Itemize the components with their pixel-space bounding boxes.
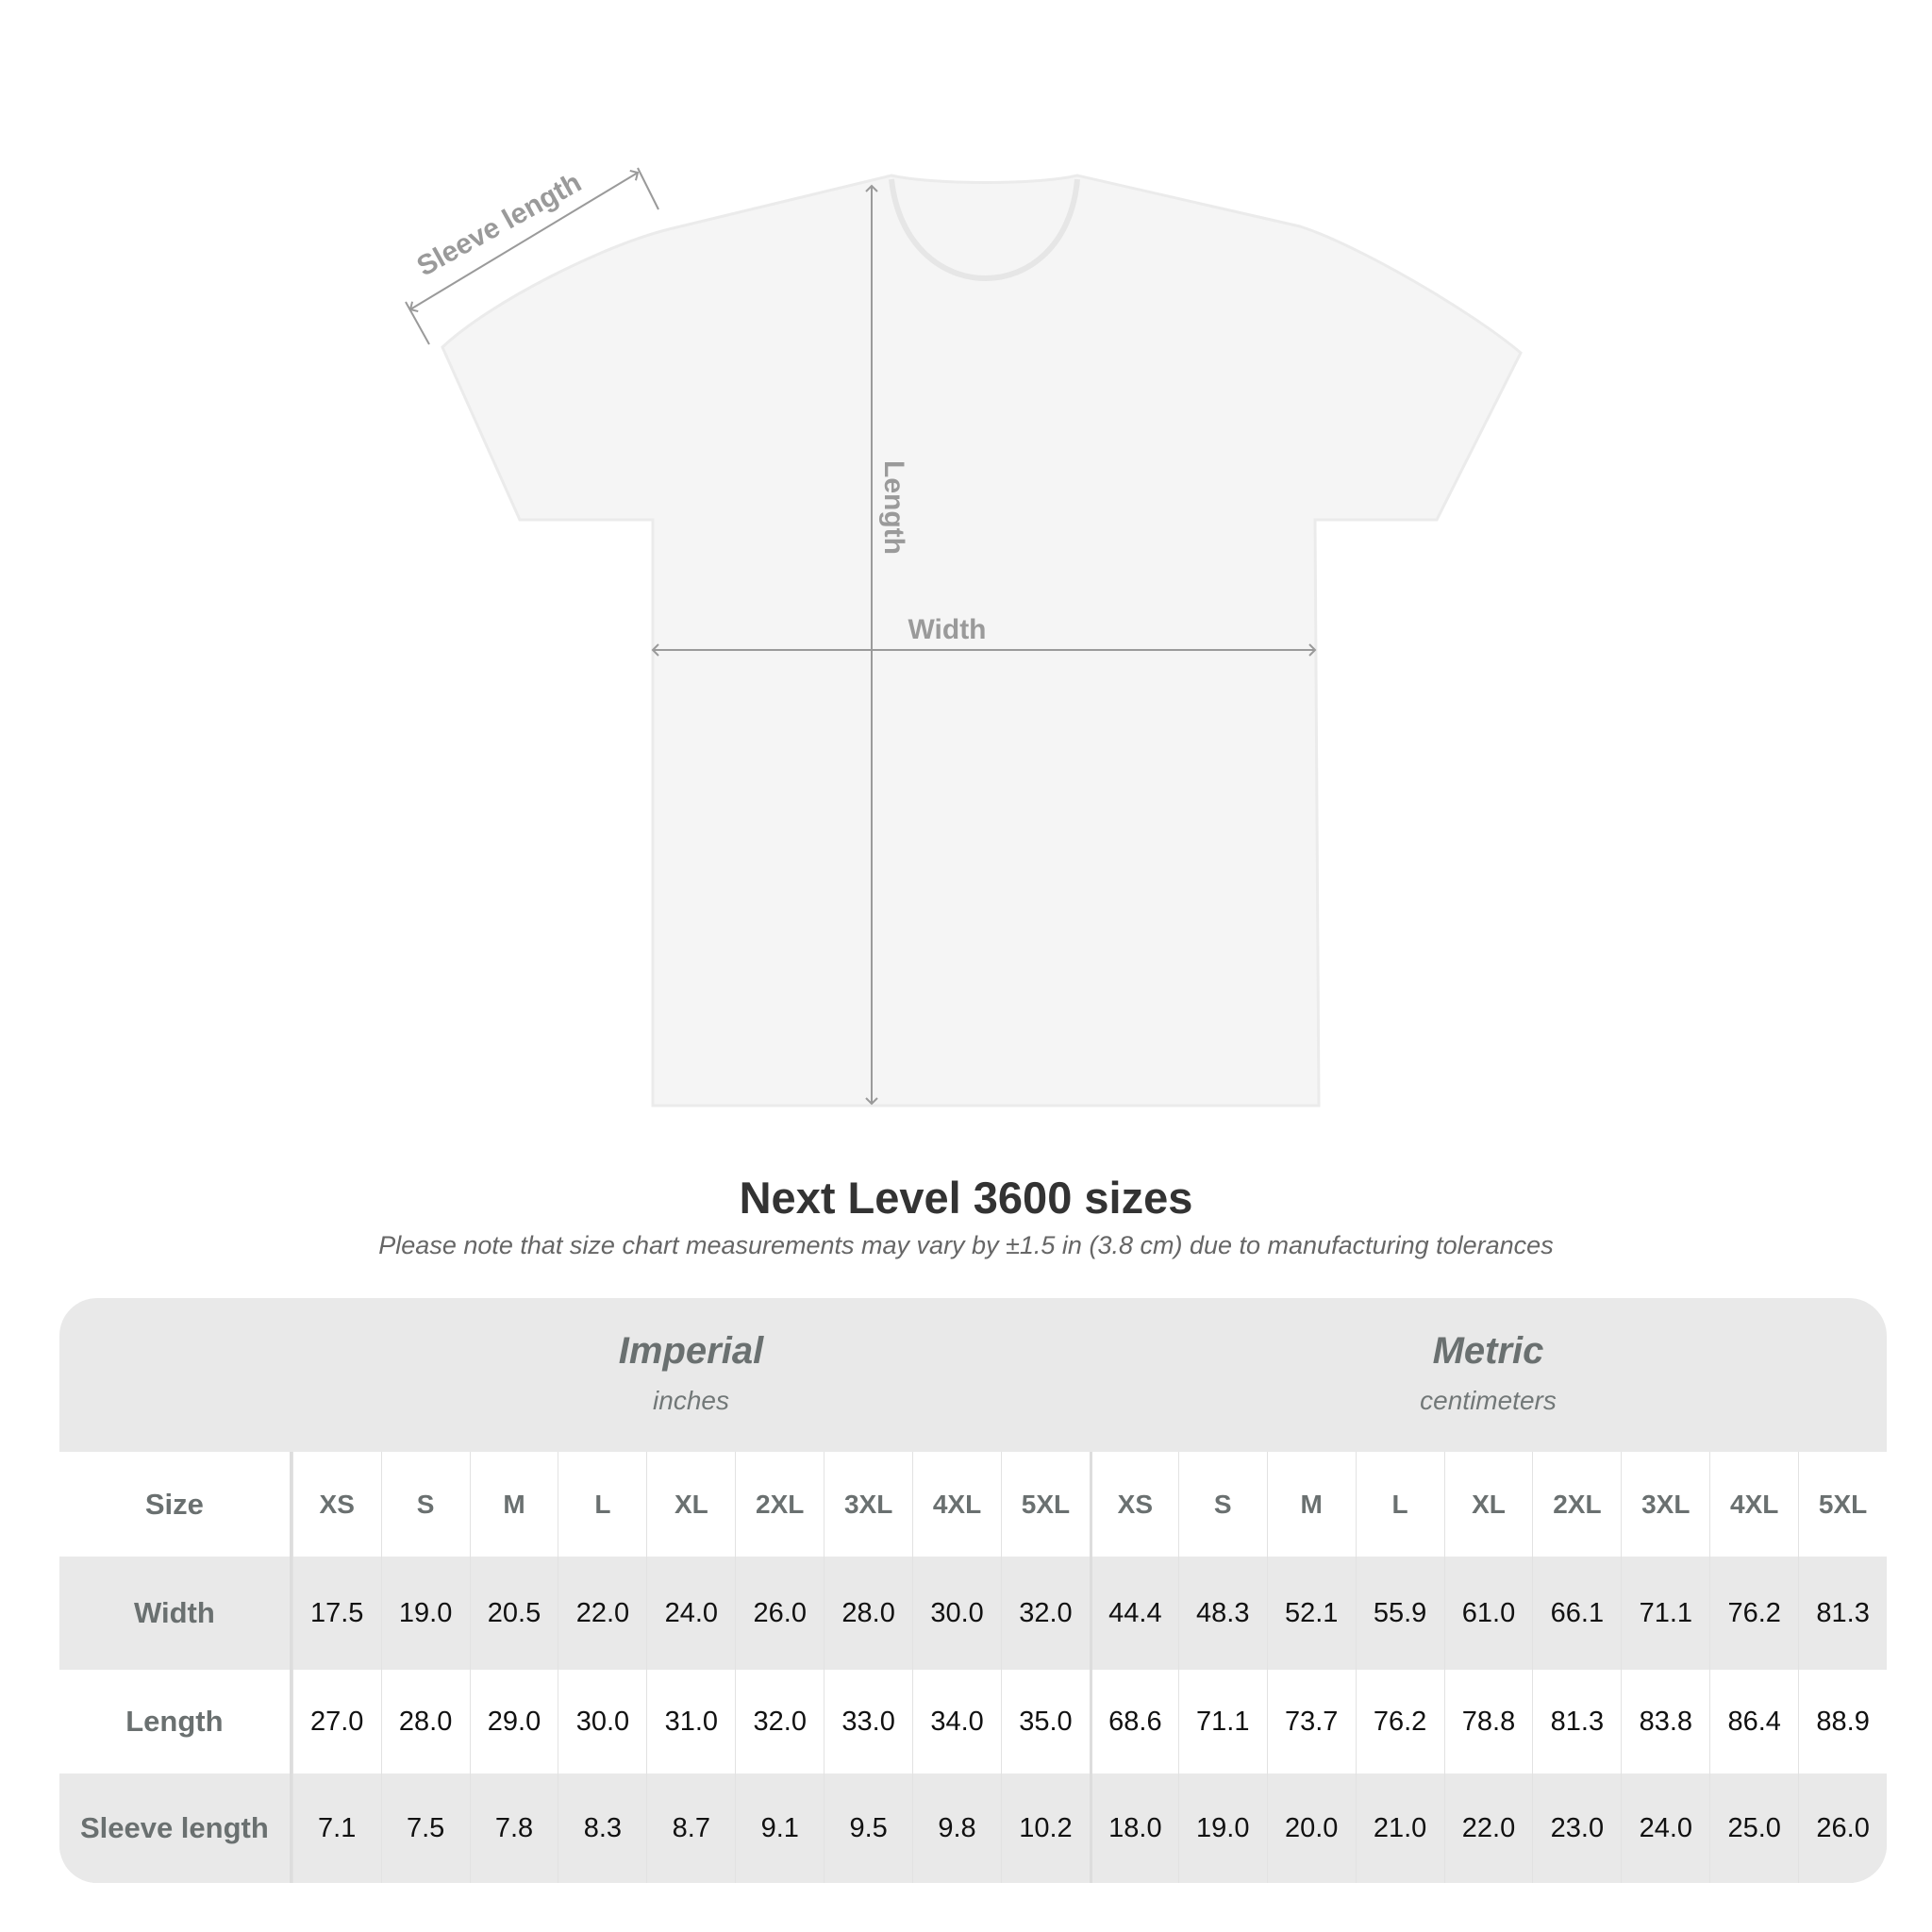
sleeve-length-label: Sleeve length — [412, 167, 587, 283]
size-header-row: Size XS S M L XL 2XL 3XL 4XL 5XL XS S M L XL 2XL 3XL 4XL 5… — [59, 1452, 1887, 1557]
size-header-cell: 3XL — [824, 1452, 912, 1557]
metric-value-cell: 73.7 — [1266, 1670, 1356, 1774]
row-label: Width — [59, 1557, 292, 1670]
width-label: Width — [908, 614, 986, 645]
metric-value-cell: 21.0 — [1355, 1774, 1444, 1883]
size-header-cell: 3XL — [1621, 1452, 1709, 1557]
metric-value-cell: 48.3 — [1177, 1557, 1267, 1670]
size-header-cell: 4XL — [912, 1452, 1001, 1557]
metric-value-cell: 23.0 — [1532, 1774, 1621, 1883]
size-header-cell: XL — [646, 1452, 735, 1557]
imperial-value-cell: 8.7 — [646, 1774, 735, 1883]
imperial-value-cell: 19.0 — [380, 1557, 470, 1670]
imperial-value-cell: 9.1 — [735, 1774, 824, 1883]
size-header-cell: S — [380, 1452, 470, 1557]
size-header-cell: 2XL — [1532, 1452, 1621, 1557]
imperial-value-cell: 30.0 — [558, 1670, 646, 1774]
metric-value-cell: 81.3 — [1532, 1670, 1621, 1774]
imperial-value-cell: 34.0 — [912, 1670, 1001, 1774]
sleeve-measure-line — [408, 169, 640, 313]
row-label: Sleeve length — [59, 1774, 292, 1883]
metric-value-cell: 66.1 — [1532, 1557, 1621, 1670]
length-label: Length — [878, 460, 909, 555]
metric-value-cell: 24.0 — [1621, 1774, 1709, 1883]
size-header-cell: L — [558, 1452, 646, 1557]
imperial-value-cell: 7.5 — [380, 1774, 470, 1883]
size-header-cell: XL — [1443, 1452, 1533, 1557]
metric-value-cell: 52.1 — [1266, 1557, 1356, 1670]
metric-value-cell: 20.0 — [1266, 1774, 1356, 1883]
size-header-cell: XS — [1089, 1452, 1178, 1557]
metric-value-cell: 18.0 — [1089, 1774, 1178, 1883]
imperial-value-cell: 33.0 — [824, 1670, 912, 1774]
imperial-value-cell: 35.0 — [1001, 1670, 1090, 1774]
size-header-cell: 5XL — [1798, 1452, 1887, 1557]
table-row: Width 17.5 19.0 20.5 22.0 24.0 26.0 28.0 30.0 32.… — [59, 1557, 1887, 1670]
metric-value-cell: 86.4 — [1709, 1670, 1798, 1774]
imperial-unit: inches — [653, 1386, 729, 1415]
imperial-value-cell: 24.0 — [646, 1557, 735, 1670]
imperial-value-cell: 17.5 — [291, 1557, 381, 1670]
size-header-cell: 2XL — [735, 1452, 824, 1557]
metric-value-cell: 76.2 — [1709, 1557, 1798, 1670]
metric-value-cell: 88.9 — [1798, 1670, 1887, 1774]
row-label: Length — [59, 1670, 292, 1774]
imperial-value-cell: 22.0 — [558, 1557, 646, 1670]
metric-title: Metric — [1432, 1330, 1544, 1372]
imperial-value-cell: 29.0 — [469, 1670, 558, 1774]
metric-value-cell: 71.1 — [1621, 1557, 1709, 1670]
metric-unit: centimeters — [1420, 1386, 1557, 1415]
imperial-header: Imperial inches — [292, 1298, 1090, 1452]
metric-value-cell: 44.4 — [1089, 1557, 1178, 1670]
size-header-cell: M — [1266, 1452, 1356, 1557]
metric-value-cell: 22.0 — [1443, 1774, 1533, 1883]
sleeve-tick — [637, 167, 659, 210]
metric-value-cell: 78.8 — [1443, 1670, 1533, 1774]
imperial-value-cell: 28.0 — [380, 1670, 470, 1774]
size-header-cell: XS — [291, 1452, 381, 1557]
imperial-value-cell: 28.0 — [824, 1557, 912, 1670]
metric-value-cell: 83.8 — [1621, 1670, 1709, 1774]
metric-value-cell: 25.0 — [1709, 1774, 1798, 1883]
metric-value-cell: 55.9 — [1355, 1557, 1444, 1670]
metric-value-cell: 76.2 — [1355, 1670, 1444, 1774]
imperial-value-cell: 8.3 — [558, 1774, 646, 1883]
metric-value-cell: 71.1 — [1177, 1670, 1267, 1774]
imperial-value-cell: 20.5 — [469, 1557, 558, 1670]
tolerance-note: Please note that size chart measurements… — [378, 1231, 1554, 1259]
tshirt-diagram: Sleeve length Length Width — [405, 167, 1523, 1108]
metric-value-cell: 26.0 — [1798, 1774, 1887, 1883]
imperial-value-cell: 32.0 — [735, 1670, 824, 1774]
page-title: Next Level 3600 sizes — [739, 1173, 1193, 1223]
size-table: Imperial inches Metric centimeters Size X… — [59, 1298, 1887, 1883]
metric-value-cell: 19.0 — [1177, 1774, 1267, 1883]
metric-value-cell: 61.0 — [1443, 1557, 1533, 1670]
table-row: Sleeve length 7.1 7.5 7.8 8.3 8.7 9.1 9.5 9.8 10.… — [59, 1774, 1887, 1883]
metric-header: Metric centimeters — [1090, 1298, 1887, 1452]
imperial-value-cell: 30.0 — [912, 1557, 1001, 1670]
imperial-title: Imperial — [618, 1330, 764, 1372]
table-row: Length 27.0 28.0 29.0 30.0 31.0 32.0 33.0 34.0 35… — [59, 1670, 1887, 1774]
imperial-value-cell: 26.0 — [735, 1557, 824, 1670]
size-header-cell: L — [1355, 1452, 1444, 1557]
imperial-value-cell: 9.5 — [824, 1774, 912, 1883]
imperial-value-cell: 27.0 — [291, 1670, 381, 1774]
imperial-value-cell: 31.0 — [646, 1670, 735, 1774]
imperial-value-cell: 10.2 — [1001, 1774, 1090, 1883]
row-label: Size — [59, 1452, 292, 1557]
size-header-cell: 4XL — [1709, 1452, 1798, 1557]
size-header-cell: 5XL — [1001, 1452, 1090, 1557]
metric-value-cell: 68.6 — [1089, 1670, 1178, 1774]
imperial-value-cell: 7.8 — [469, 1774, 558, 1883]
imperial-value-cell: 9.8 — [912, 1774, 1001, 1883]
imperial-value-cell: 7.1 — [291, 1774, 381, 1883]
imperial-value-cell: 32.0 — [1001, 1557, 1090, 1670]
sleeve-tick — [405, 301, 430, 345]
size-header-cell: M — [469, 1452, 558, 1557]
collar — [889, 178, 1080, 281]
metric-value-cell: 81.3 — [1798, 1557, 1887, 1670]
size-header-cell: S — [1177, 1452, 1267, 1557]
